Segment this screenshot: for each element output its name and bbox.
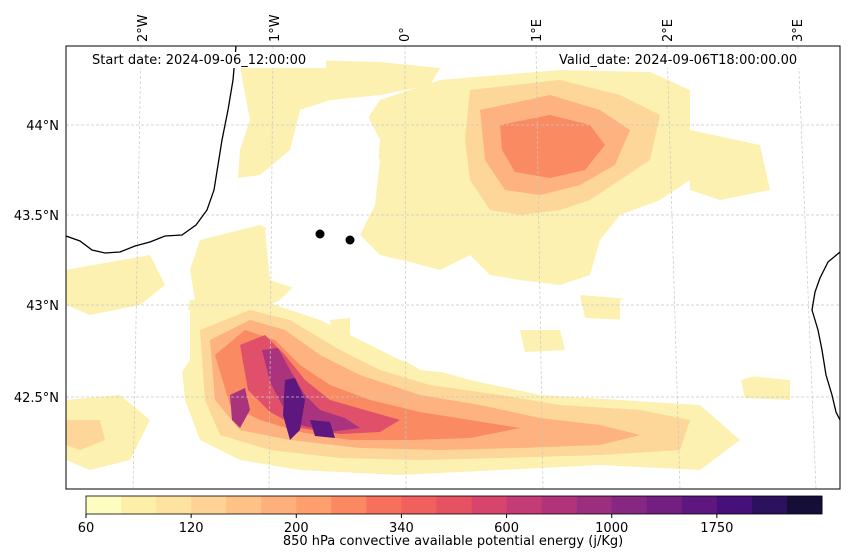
- colorbar-segment: [611, 496, 648, 514]
- colorbar-segment: [751, 496, 788, 514]
- coastline: [66, 46, 840, 421]
- colorbar-tick-label: 1750: [700, 521, 733, 536]
- lon-label-2W: 2°W: [136, 14, 151, 42]
- colorbar-segment: [86, 496, 122, 514]
- valid-date-bg: [555, 52, 820, 68]
- colorbar-segment: [401, 496, 437, 514]
- colorbar-segment: [156, 496, 192, 514]
- colorbar-tick-label: 600: [494, 521, 519, 536]
- colorbar-segment: [646, 496, 683, 514]
- colorbar-segment: [716, 496, 753, 514]
- lon-label-3E: 3°E: [791, 19, 806, 42]
- colorbar-segment: [261, 496, 297, 514]
- marker-point-1: [315, 229, 325, 239]
- colorbar-frame: [85, 495, 823, 515]
- lat-label-44N: 44°N: [26, 119, 59, 134]
- colorbar-tick-label: 60: [78, 521, 95, 536]
- colorbar-segment: [786, 496, 823, 514]
- colorbar-tick-label: 340: [389, 521, 414, 536]
- longitude-labels: 2°W 1°W 0° 1°E 2°E 3°E: [136, 14, 806, 42]
- no-data-areas: [66, 46, 840, 390]
- lat-label-43N: 43°N: [26, 299, 59, 314]
- lon-label-1E: 1°E: [530, 19, 545, 42]
- colorbar-ticks: 60 120 200 340 600 1000 1750: [78, 514, 733, 536]
- cape-level-max: [283, 378, 335, 440]
- cape-field: [66, 46, 840, 475]
- colorbar-segment: [436, 496, 473, 514]
- map-frame: [65, 45, 841, 490]
- cape-level-very-high: [230, 348, 360, 432]
- marker-point-2: [345, 235, 355, 245]
- lat-label-42.5N: 42.5°N: [14, 391, 59, 406]
- colorbar-segment: [331, 496, 367, 514]
- colorbar: [85, 495, 823, 515]
- colorbar-tick-label: 1000: [595, 521, 628, 536]
- colorbar-segment: [296, 496, 332, 514]
- start-date-bg: [86, 52, 326, 68]
- lat-label-43.5N: 43.5°N: [14, 209, 59, 224]
- colorbar-segment: [541, 496, 578, 514]
- latitude-labels: 44°N 43.5°N 43°N 42.5°N: [14, 119, 59, 406]
- colorbar-tick-label: 200: [284, 521, 309, 536]
- gridlines: [66, 46, 840, 489]
- colorbar-segment: [191, 496, 227, 514]
- colorbar-segment: [506, 496, 543, 514]
- colorbar-segment: [681, 496, 718, 514]
- lon-label-1W: 1°W: [268, 14, 283, 42]
- lon-label-0: 0°: [398, 27, 413, 42]
- colorbar-segment: [121, 496, 157, 514]
- start-date-label: Start date: 2024-09-06_12:00:00: [92, 53, 306, 68]
- colorbar-segment: [366, 496, 402, 514]
- lon-label-2E: 2°E: [661, 19, 676, 42]
- colorbar-segment: [226, 496, 262, 514]
- colorbar-tick-label: 120: [179, 521, 204, 536]
- colorbar-segment: [471, 496, 508, 514]
- valid-date-label: Valid_date: 2024-09-06T18:00:00.00: [559, 53, 797, 68]
- colorbar-title: 850 hPa convective available potential e…: [283, 534, 623, 549]
- colorbar-segment: [576, 496, 613, 514]
